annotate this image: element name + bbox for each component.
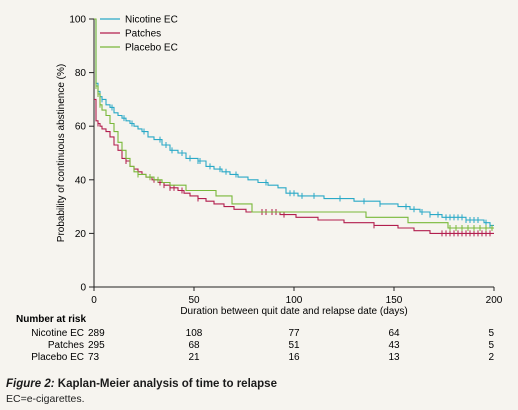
figure-caption: Figure 2: Kaplan-Meier analysis of time …	[6, 377, 514, 406]
caption-label: Figure 2:	[6, 378, 55, 390]
risk-value: 16	[288, 352, 300, 363]
risk-value: 73	[88, 352, 100, 363]
y-tick-label: 40	[75, 175, 87, 186]
risk-value: 77	[288, 328, 300, 339]
risk-value: 2	[488, 352, 494, 363]
risk-value: 5	[488, 340, 494, 351]
km-curve	[94, 18, 494, 229]
chart-axes: 0 20 40 60 80 100 0 50 100 150 200	[69, 15, 502, 307]
x-tick-label: 50	[188, 295, 200, 306]
y-tick-label: 20	[75, 229, 87, 240]
risk-value: 5	[488, 328, 494, 339]
x-tick-label: 0	[91, 295, 97, 306]
km-curve	[94, 98, 494, 234]
caption-note: EC=e-cigarettes.	[6, 393, 85, 405]
x-tick-label: 100	[286, 295, 303, 306]
risk-value: 13	[388, 352, 400, 363]
risk-value: 68	[188, 340, 200, 351]
x-axis-label: Duration between quit date and relapse d…	[180, 306, 407, 317]
risk-value: 295	[88, 340, 105, 351]
y-tick-label: 0	[80, 283, 86, 294]
number-at-risk-table: Number at risk Nicotine EC 289 108 77 64 5 Patc…	[16, 314, 494, 363]
chart-legend: Nicotine EC Patches Placebo EC	[100, 15, 178, 54]
survival-curves	[94, 18, 494, 237]
risk-row-label: Nicotine EC	[31, 328, 84, 339]
risk-value: 21	[188, 352, 200, 363]
risk-value: 43	[388, 340, 400, 351]
x-tick-label: 200	[486, 295, 503, 306]
risk-value: 51	[288, 340, 300, 351]
risk-value: 289	[88, 328, 105, 339]
risk-table-title: Number at risk	[16, 314, 86, 325]
y-tick-label: 80	[75, 68, 87, 79]
risk-row-label: Placebo EC	[31, 352, 84, 363]
km-curve	[94, 18, 494, 226]
x-tick-label: 150	[386, 295, 403, 306]
series-nicotine-ec	[94, 18, 494, 229]
y-tick-label: 100	[69, 15, 86, 26]
legend-label: Patches	[125, 29, 161, 40]
legend-label: Placebo EC	[125, 43, 178, 54]
legend-label: Nicotine EC	[125, 15, 178, 26]
risk-value: 108	[186, 328, 203, 339]
series-patches	[94, 98, 494, 237]
risk-value: 64	[388, 328, 400, 339]
caption-title: Kaplan-Meier analysis of time to relapse	[57, 378, 277, 390]
y-tick-label: 60	[75, 122, 87, 133]
series-placebo-ec	[94, 18, 494, 232]
y-axis-label: Probability of continuous abstinence (%)	[56, 64, 67, 242]
risk-row-label: Patches	[48, 340, 84, 351]
